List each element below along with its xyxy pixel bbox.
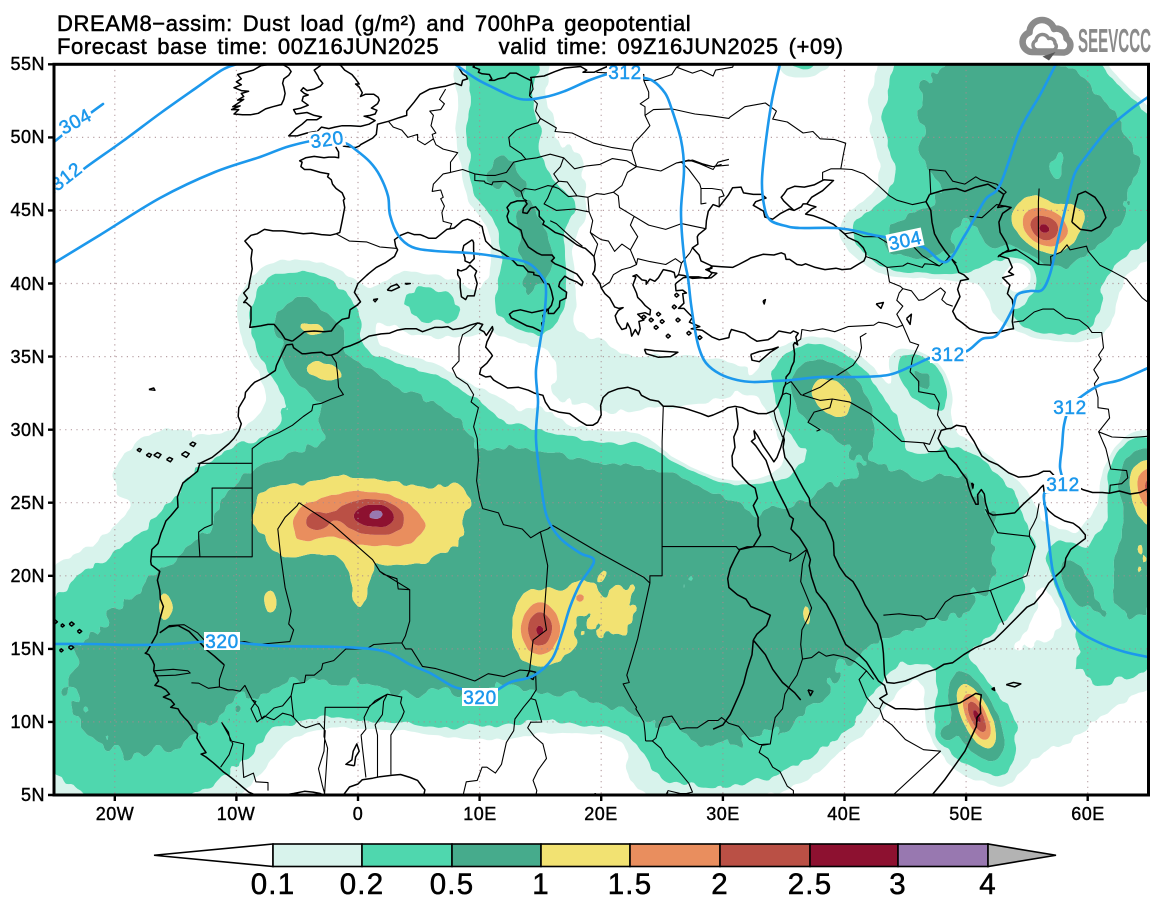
svg-text:35N: 35N xyxy=(10,347,45,367)
svg-text:312: 312 xyxy=(1053,398,1087,419)
svg-text:320: 320 xyxy=(205,632,239,653)
svg-text:60E: 60E xyxy=(1071,804,1105,824)
svg-text:45N: 45N xyxy=(10,200,45,220)
svg-text:2.5: 2.5 xyxy=(788,868,833,901)
svg-text:10N: 10N xyxy=(10,712,45,732)
svg-text:5N: 5N xyxy=(21,785,45,805)
svg-text:320: 320 xyxy=(463,688,497,709)
svg-text:SEEVCCC: SEEVCCC xyxy=(1078,22,1151,59)
svg-text:312: 312 xyxy=(1046,475,1080,496)
svg-text:50N: 50N xyxy=(10,127,45,147)
svg-text:1: 1 xyxy=(532,868,550,901)
svg-text:10E: 10E xyxy=(463,804,497,824)
svg-text:55N: 55N xyxy=(10,54,45,74)
svg-text:0: 0 xyxy=(353,804,364,824)
svg-text:2: 2 xyxy=(711,868,729,901)
svg-text:40E: 40E xyxy=(827,804,861,824)
svg-text:20N: 20N xyxy=(10,566,45,586)
svg-text:0.1: 0.1 xyxy=(251,868,296,901)
svg-text:1.5: 1.5 xyxy=(608,868,653,901)
svg-text:4: 4 xyxy=(979,868,997,901)
svg-text:312: 312 xyxy=(931,345,965,366)
svg-text:15N: 15N xyxy=(10,639,45,659)
svg-text:0.2: 0.2 xyxy=(340,868,385,901)
svg-text:Forecast base time: 00Z16JUN20: Forecast base time: 00Z16JUN2025 valid t… xyxy=(57,34,844,59)
svg-text:3: 3 xyxy=(889,868,907,901)
svg-text:20W: 20W xyxy=(96,804,135,824)
svg-text:DREAM8−assim: Dust load (g/m²): DREAM8−assim: Dust load (g/m²) and 700hP… xyxy=(57,11,691,36)
svg-text:10W: 10W xyxy=(217,804,256,824)
svg-text:30E: 30E xyxy=(706,804,740,824)
svg-text:50E: 50E xyxy=(949,804,983,824)
svg-text:320: 320 xyxy=(309,128,345,153)
svg-text:40N: 40N xyxy=(10,274,45,294)
svg-text:20E: 20E xyxy=(584,804,618,824)
svg-text:0.5: 0.5 xyxy=(430,868,475,901)
svg-text:25N: 25N xyxy=(10,493,45,513)
svg-text:30N: 30N xyxy=(10,420,45,440)
svg-text:312: 312 xyxy=(608,63,642,84)
